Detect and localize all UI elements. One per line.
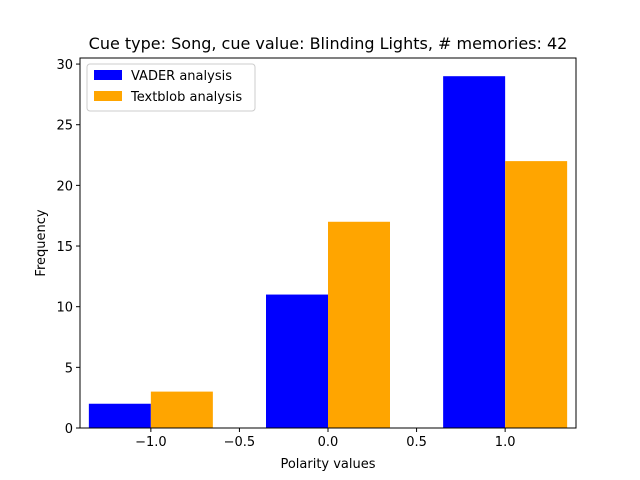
bar-textblob-0 [150,391,213,428]
legend: VADER analysis Textblob analysis [86,63,256,112]
y-tick-label: 5 [65,361,73,376]
x-axis-label: Polarity values [280,457,375,472]
legend-label: Textblob analysis [130,90,242,105]
bar-vader-2 [443,76,506,429]
x-tick-label: −0.5 [224,435,256,450]
bars-layer [88,76,568,429]
x-tick-label: −1.0 [135,435,167,450]
y-axis-label: Frequency [34,209,49,276]
legend-swatch [94,70,122,80]
y-tick-label: 20 [56,179,73,194]
y-tick-label: 25 [56,119,73,134]
legend-frame [86,63,256,112]
x-tick-label: 0.0 [318,435,339,450]
x-axis: −1.0 −0.5 0.0 0.5 1.0 [135,428,515,450]
bar-vader-0 [88,403,151,428]
y-axis: 0 5 10 15 20 25 30 [56,58,80,437]
legend-label: VADER analysis [131,69,232,84]
y-tick-label: 10 [56,301,73,316]
y-tick-label: 30 [56,58,73,73]
x-tick-label: 1.0 [495,435,516,450]
chart-title: Cue type: Song, cue value: Blinding Ligh… [89,34,568,53]
legend-swatch [94,91,122,101]
bar-textblob-2 [505,161,568,429]
x-tick-label: 0.5 [406,435,427,450]
bar-vader-1 [266,294,328,428]
y-tick-label: 0 [65,422,73,437]
y-tick-label: 15 [56,240,73,255]
bar-textblob-1 [328,221,390,428]
